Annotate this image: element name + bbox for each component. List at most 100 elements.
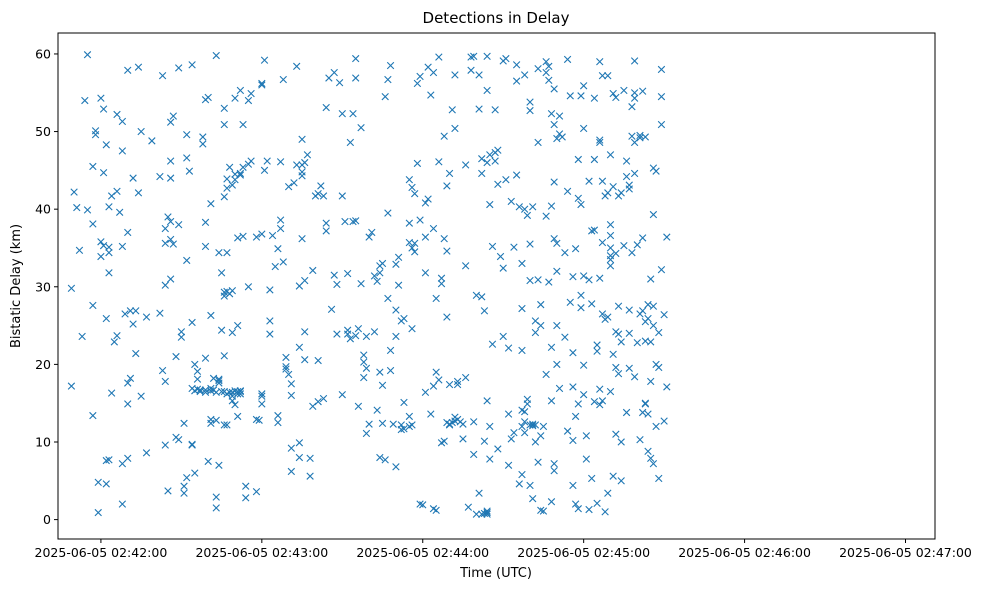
data-point: [204, 457, 212, 466]
y-tick-label: 10: [35, 434, 51, 449]
data-point: [183, 154, 191, 162]
data-point: [413, 79, 422, 88]
data-point: [244, 283, 253, 291]
data-point: [282, 365, 290, 373]
data-point: [432, 506, 440, 514]
y-tick-label: 30: [35, 279, 51, 294]
data-point: [298, 172, 306, 180]
data-point: [287, 444, 296, 452]
data-point: [314, 397, 322, 406]
data-point: [620, 241, 628, 250]
data-point: [440, 132, 448, 140]
data-point: [134, 63, 143, 71]
data-point: [102, 314, 110, 323]
data-point: [566, 298, 574, 306]
data-point: [660, 417, 668, 425]
data-point: [400, 398, 408, 407]
data-point: [555, 384, 564, 393]
data-point: [539, 422, 548, 431]
data-point: [121, 310, 129, 318]
data-point: [496, 252, 505, 261]
data-point: [405, 219, 414, 227]
plot-area: [57, 32, 936, 540]
data-point: [183, 256, 191, 265]
data-point: [604, 189, 612, 197]
data-point: [408, 244, 416, 252]
data-point: [421, 269, 430, 277]
data-point: [523, 211, 532, 220]
data-point: [301, 356, 309, 364]
data-point: [268, 231, 277, 240]
y-tick-label: 20: [35, 357, 51, 372]
data-point: [99, 105, 108, 113]
data-point: [641, 133, 650, 141]
data-point: [73, 203, 81, 212]
data-point: [217, 387, 226, 396]
data-point: [373, 277, 381, 286]
data-point: [604, 489, 612, 497]
data-point: [188, 61, 196, 69]
data-point: [649, 210, 658, 219]
data-point: [590, 226, 599, 234]
data-point: [102, 480, 110, 488]
data-point: [510, 243, 518, 251]
data-point: [571, 412, 580, 421]
data-point: [118, 117, 127, 126]
data-point: [588, 474, 596, 483]
data-point: [201, 388, 210, 397]
data-point: [663, 233, 671, 241]
data-point: [212, 504, 220, 512]
data-point: [555, 112, 564, 120]
data-point: [392, 306, 400, 314]
data-point: [652, 167, 660, 175]
data-point: [617, 438, 625, 446]
data-point: [488, 242, 497, 251]
data-point: [346, 138, 355, 147]
data-point: [231, 401, 239, 409]
data-point: [384, 209, 392, 217]
data-point: [335, 78, 344, 87]
data-point: [386, 346, 395, 355]
data-point: [239, 120, 247, 129]
data-point: [537, 321, 545, 330]
data-point: [606, 221, 615, 229]
data-point: [577, 92, 585, 100]
data-point: [252, 233, 261, 241]
data-point: [148, 137, 156, 145]
data-point: [306, 454, 314, 462]
data-point: [453, 377, 462, 386]
data-point: [330, 68, 338, 77]
data-point: [83, 206, 92, 214]
data-point: [630, 57, 639, 65]
data-point: [392, 463, 400, 471]
data-point: [545, 76, 553, 85]
data-point: [105, 456, 113, 464]
data-point: [287, 380, 296, 388]
y-tick-label: 0: [43, 512, 51, 527]
data-point: [598, 397, 607, 405]
data-point: [322, 103, 330, 112]
data-point: [343, 269, 352, 278]
data-point: [520, 205, 529, 213]
data-point: [526, 481, 534, 490]
data-point: [539, 507, 548, 515]
data-point: [579, 272, 588, 280]
data-point: [217, 326, 226, 334]
data-point: [571, 500, 580, 508]
data-point: [330, 271, 338, 279]
data-point: [606, 151, 615, 159]
data-point: [193, 367, 202, 376]
data-point: [228, 328, 237, 337]
data-point: [255, 416, 263, 424]
x-tick-label: 2025-06-05 02:45:00: [517, 545, 650, 560]
data-point: [301, 158, 309, 167]
data-point: [207, 200, 215, 208]
data-point: [553, 267, 561, 275]
data-point: [588, 227, 596, 235]
data-point: [239, 232, 247, 241]
data-point: [91, 127, 100, 135]
data-point: [118, 500, 127, 508]
data-point: [126, 374, 135, 383]
data-point: [440, 234, 448, 243]
data-point: [174, 435, 183, 444]
